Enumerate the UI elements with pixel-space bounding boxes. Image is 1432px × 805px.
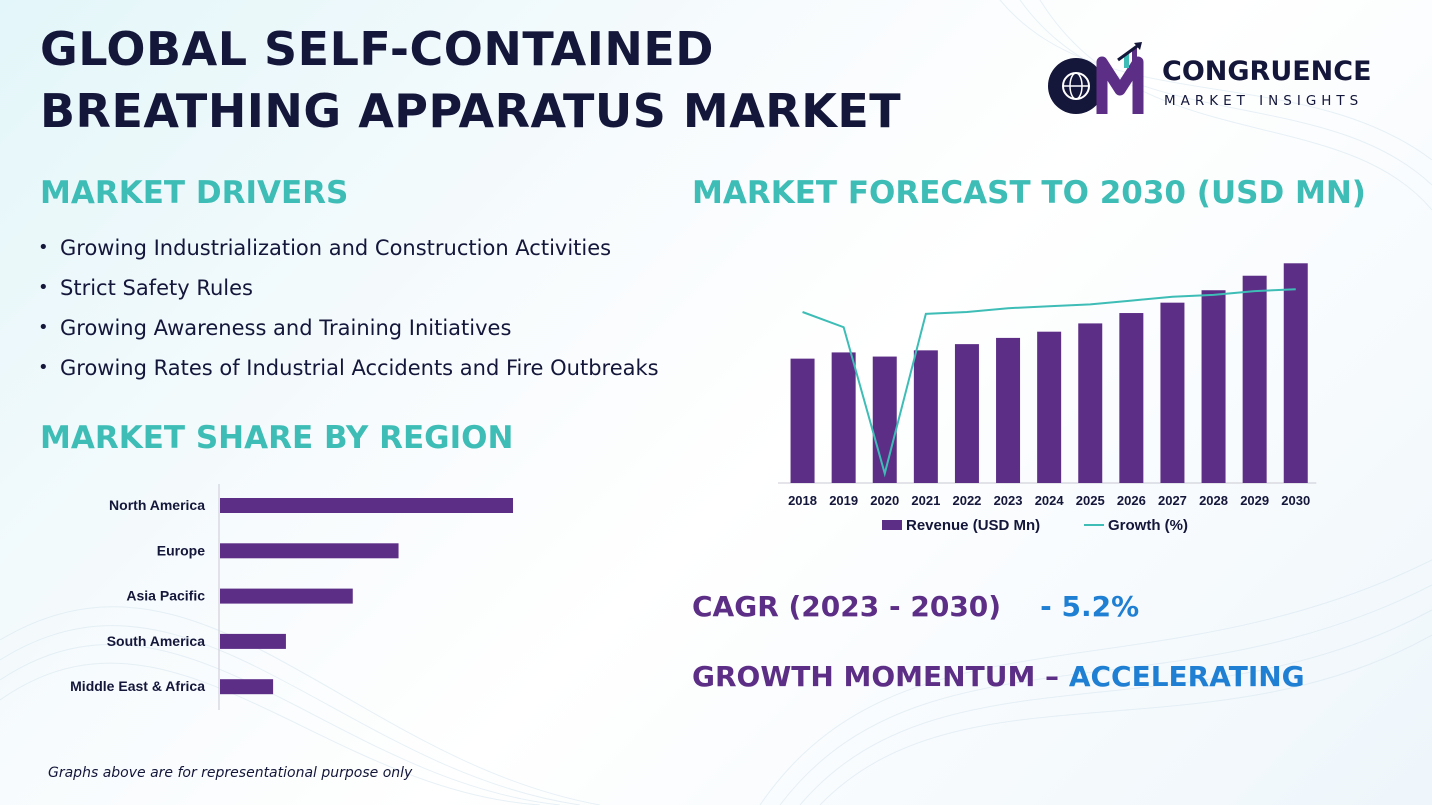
revenue-bar [1242, 275, 1267, 483]
company-logo: CONGRUENCE MARKET INSIGHTS [1044, 40, 1404, 118]
revenue-bar [790, 358, 815, 483]
region-bar [220, 588, 353, 604]
logo-monogram-icon [1048, 42, 1144, 114]
revenue-bar [954, 344, 979, 483]
region-chart: North America Europe Asia Pacific South Ame… [70, 484, 513, 710]
logo-brand-name: CONGRUENCE [1162, 56, 1372, 87]
revenue-bar [996, 337, 1021, 483]
legend-label-revenue: Revenue (USD Mn) [906, 517, 1040, 534]
region-bar [220, 679, 274, 695]
x-tick-label: 2018 [788, 493, 817, 508]
x-tick-label: 2023 [994, 493, 1023, 508]
x-tick-label: 2024 [1035, 493, 1065, 508]
revenue-bar [1201, 290, 1226, 483]
revenue-bar [913, 350, 938, 483]
revenue-bar [831, 352, 856, 483]
legend-swatch-revenue [882, 520, 902, 530]
drivers-list: Growing Industrialization and Constructi… [38, 228, 762, 388]
region-label: Asia Pacific [126, 588, 205, 604]
x-tick-label: 2027 [1158, 493, 1187, 508]
x-tick-label: 2025 [1076, 493, 1105, 508]
revenue-bar [1283, 263, 1308, 483]
legend-label-growth: Growth (%) [1108, 517, 1188, 534]
x-tick-label: 2029 [1240, 493, 1269, 508]
forecast-heading: MARKET FORECAST TO 2030 (USD MN) [692, 175, 1366, 211]
growth-momentum-stat: GROWTH MOMENTUM – ACCELERATING [692, 660, 1305, 693]
page-title-line2: BREATHING APPARATUS MARKET [40, 84, 902, 138]
x-tick-label: 2019 [829, 493, 858, 508]
page-title: GLOBAL SELF-CONTAINED BREATHING APPARATU… [40, 18, 901, 142]
x-tick-label: 2021 [911, 493, 940, 508]
forecast-chart: 2018 2019 2020 2021 2022 2023 2024 2025 2026 2027… [778, 263, 1317, 534]
x-tick-label: 2020 [870, 493, 899, 508]
region-label: Middle East & Africa [70, 678, 205, 694]
revenue-bar [1037, 331, 1062, 483]
revenue-bar [1119, 313, 1144, 483]
region-bar [220, 498, 513, 513]
revenue-bar [872, 356, 897, 483]
driver-item: Growing Awareness and Training Initiativ… [38, 308, 762, 348]
revenue-bar [1160, 302, 1185, 483]
revenue-bar [1078, 323, 1103, 483]
cagr-label: CAGR (2023 - 2030) [692, 590, 1002, 623]
drivers-heading: MARKET DRIVERS [40, 175, 349, 211]
x-tick-label: 2022 [952, 493, 981, 508]
region-label: Europe [157, 542, 205, 558]
x-tick-label: 2026 [1117, 493, 1146, 508]
cagr-value: - 5.2% [1040, 590, 1140, 623]
cagr-stat: CAGR (2023 - 2030) - 5.2% [692, 590, 1139, 623]
x-tick-label: 2030 [1281, 493, 1310, 508]
region-label: North America [109, 497, 205, 513]
footnote: Graphs above are for representational pu… [48, 765, 413, 781]
x-tick-label: 2028 [1199, 493, 1228, 508]
driver-item: Strict Safety Rules [38, 268, 762, 308]
region-heading: MARKET SHARE BY REGION [40, 420, 514, 456]
page-title-line1: GLOBAL SELF-CONTAINED [40, 22, 714, 76]
momentum-value: ACCELERATING [1068, 660, 1305, 693]
driver-item: Growing Industrialization and Constructi… [38, 228, 762, 268]
growth-line [802, 288, 1296, 478]
driver-item: Growing Rates of Industrial Accidents an… [38, 348, 762, 388]
region-label: South America [107, 633, 205, 649]
momentum-label: GROWTH MOMENTUM – [692, 660, 1060, 693]
region-bar [220, 543, 399, 559]
region-bar [220, 633, 286, 649]
logo-tagline: MARKET INSIGHTS [1164, 93, 1364, 109]
